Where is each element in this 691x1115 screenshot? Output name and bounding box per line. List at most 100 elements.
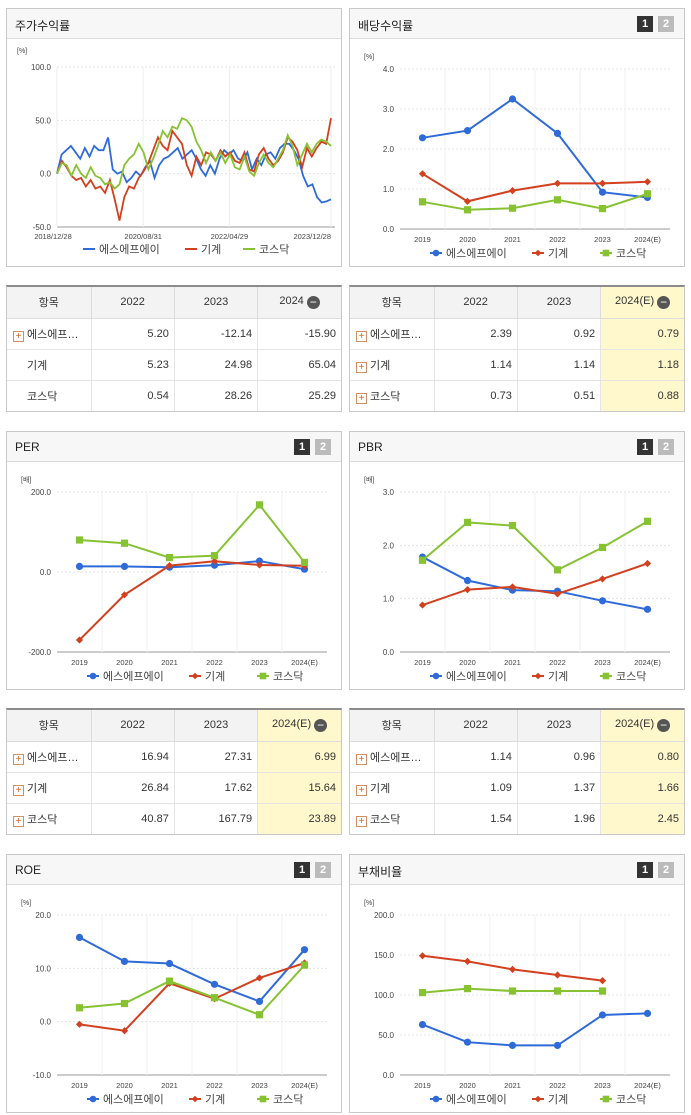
- cell: 6.99: [257, 741, 341, 773]
- data-point: [165, 554, 174, 562]
- legend-item: 기계: [185, 243, 221, 256]
- collapse-icon[interactable]: −: [314, 719, 328, 733]
- legend-marker: [259, 672, 267, 680]
- panel-header: PER 1 2: [7, 432, 341, 462]
- stock-return-table: 항목 2022 2023 2024− + 에스에프… 5.20 -12.14 -1…: [6, 285, 342, 412]
- data-point: [210, 980, 219, 988]
- data-point: [643, 190, 652, 198]
- per-panel: PER 1 2 [배] 200.0 0.0 -200.0 2019 2020 2021 202…: [6, 431, 342, 690]
- dividend-yield-table: 항목 2022 2023 2024(E) − + 에스에프… 2.39 0.92 0…: [349, 285, 685, 412]
- legend-label: 에스에프에이: [446, 1093, 507, 1106]
- row-name: + 에스에프…: [7, 741, 92, 773]
- page-2-button[interactable]: 2: [315, 439, 331, 455]
- legend-label: 코스닥: [273, 670, 303, 683]
- y-tick-label: 50.0: [378, 1031, 394, 1040]
- series-line: [78, 560, 305, 641]
- cell: -15.90: [257, 318, 341, 350]
- data-point: [598, 597, 607, 605]
- expand-icon[interactable]: +: [356, 330, 367, 342]
- expand-icon[interactable]: +: [356, 392, 367, 404]
- data-point: [463, 518, 472, 526]
- data-point: [598, 987, 607, 995]
- legend-marker: [602, 249, 610, 257]
- page-2-button[interactable]: 2: [658, 862, 674, 878]
- collapse-icon[interactable]: −: [306, 296, 320, 310]
- data-point: [418, 170, 427, 178]
- expand-icon[interactable]: +: [13, 815, 24, 827]
- cell: 16.94: [91, 741, 175, 773]
- series-s3: [75, 501, 309, 567]
- expand-icon[interactable]: +: [356, 753, 367, 765]
- pbr-panel: PBR 1 2 [배] 3.0 2.0 1.0 0.0 2019 2020 2021 2022 2…: [349, 431, 685, 690]
- page-1-button[interactable]: 1: [637, 862, 653, 878]
- page-1-button[interactable]: 1: [294, 862, 310, 878]
- row-name: + 기계: [350, 772, 435, 804]
- data-point: [553, 1041, 562, 1049]
- row-name: + 코스닥: [350, 380, 435, 411]
- data-point: [75, 636, 84, 644]
- row-name: + 코스닥: [350, 803, 435, 834]
- expand-icon[interactable]: +: [13, 753, 24, 765]
- cell: 1.66: [600, 772, 684, 804]
- collapse-icon[interactable]: −: [657, 719, 671, 733]
- data-point: [210, 994, 219, 1002]
- data-point: [300, 961, 309, 969]
- data-point: [418, 1021, 427, 1029]
- x-tick-label: 2020: [116, 658, 133, 667]
- header-year: 2023: [517, 287, 602, 319]
- data-point: [508, 187, 517, 195]
- page-2-button[interactable]: 2: [315, 862, 331, 878]
- x-tick-label: 2023: [251, 658, 268, 667]
- chart-pager: 1 2: [637, 439, 674, 455]
- data-point: [598, 543, 607, 552]
- page-1-button[interactable]: 1: [294, 439, 310, 455]
- expand-icon[interactable]: +: [13, 784, 24, 796]
- row-label: 기계: [370, 782, 391, 795]
- cell: 5.20: [91, 318, 175, 350]
- y-tick-label: 200.0: [374, 911, 395, 920]
- legend-marker: [432, 1095, 440, 1103]
- cell: 1.37: [517, 772, 602, 804]
- table-row: + 에스에프… 16.94 27.31 6.99: [7, 741, 341, 773]
- data-point: [508, 95, 517, 103]
- expand-icon[interactable]: +: [356, 815, 367, 827]
- y-tick-label: 100.0: [374, 991, 395, 1000]
- table-row: + 에스에프… 5.20 -12.14 -15.90: [7, 318, 341, 350]
- legend-marker: [602, 1095, 610, 1103]
- expand-icon[interactable]: +: [356, 784, 367, 796]
- panel-title: 부채비율: [358, 865, 403, 879]
- legend-label: 코스닥: [616, 1093, 646, 1106]
- legend-item: 기계: [532, 1093, 568, 1106]
- x-tick-label: 2018/12/28: [34, 232, 72, 241]
- series-s2: [418, 170, 652, 205]
- chart-pager: 1 2: [294, 862, 331, 878]
- series-line: [79, 560, 305, 571]
- panel-title: 배당수익률: [358, 19, 414, 33]
- cell: 28.26: [174, 380, 259, 411]
- y-tick-label: -10.0: [33, 1071, 52, 1080]
- data-point: [75, 536, 84, 544]
- legend-item: 기계: [189, 1093, 225, 1106]
- legend-label: 코스닥: [616, 247, 646, 260]
- page-2-button[interactable]: 2: [658, 16, 674, 32]
- legend-item: 에스에프에이: [430, 247, 507, 260]
- x-tick-label: 2020: [459, 1081, 476, 1090]
- page-1-button[interactable]: 1: [637, 439, 653, 455]
- expand-icon[interactable]: +: [13, 330, 24, 342]
- series-line: [79, 936, 306, 1003]
- collapse-icon[interactable]: −: [657, 296, 671, 310]
- page-2-button[interactable]: 2: [658, 439, 674, 455]
- x-tick-label: 2023: [594, 658, 611, 667]
- x-tick-label: 2024(E): [634, 1081, 661, 1090]
- chart-pager: 1 2: [637, 16, 674, 32]
- panel-header: 배당수익률 1 2: [350, 9, 684, 39]
- header-year-label: 2024(E): [615, 718, 655, 731]
- data-point: [120, 1027, 129, 1035]
- header-year: 2023: [174, 710, 259, 742]
- header-year: 2022: [91, 710, 175, 742]
- legend-item: 에스에프에이: [87, 1093, 164, 1106]
- page-1-button[interactable]: 1: [637, 16, 653, 32]
- expand-icon[interactable]: +: [356, 361, 367, 373]
- y-tick-label: 3.0: [383, 105, 395, 114]
- x-tick-label: 2019: [414, 1081, 431, 1090]
